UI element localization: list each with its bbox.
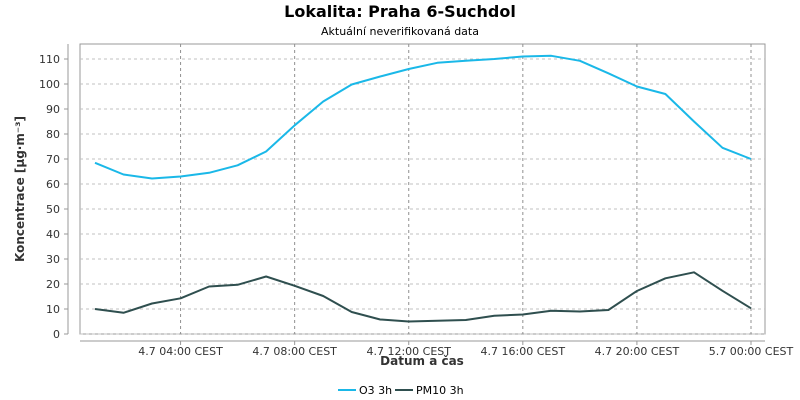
plot-area <box>79 43 766 335</box>
x-tick-label-2: 4.7 12:00 CEST <box>366 345 451 358</box>
y-tick-label-100: 100 <box>39 78 60 91</box>
y-tick-label-50: 50 <box>46 203 60 216</box>
y-tick-label-60: 60 <box>46 178 60 191</box>
y-tick-label-90: 90 <box>46 103 60 116</box>
legend-label-pm10: PM10 3h <box>416 384 464 397</box>
x-axis-label: Datum a čas <box>380 354 464 368</box>
legend: O3 3h PM10 3h <box>338 384 464 397</box>
y-tick-label-70: 70 <box>46 153 60 166</box>
horizontal-gridlines <box>80 58 765 335</box>
series-layer <box>94 54 752 323</box>
y-axis-label: Koncentrace [µg·m⁻³] <box>13 116 27 262</box>
y-tick-label-110: 110 <box>39 53 60 66</box>
x-axis-ticks: 4.7 04:00 CEST 4.7 08:00 CEST 4.7 12:00 CE… <box>138 341 794 358</box>
x-tick-label-1: 4.7 08:00 CEST <box>252 345 337 358</box>
series-line-1 <box>94 271 752 323</box>
y-axis-ticks: 0 10 20 30 40 50 60 70 80 90 100 110 <box>39 53 68 341</box>
y-tick-label-20: 20 <box>46 278 60 291</box>
y-tick-label-30: 30 <box>46 253 60 266</box>
y-tick-label-40: 40 <box>46 228 60 241</box>
chart-title: Lokalita: Praha 6-Suchdol <box>284 2 516 21</box>
chart-subtitle: Aktuální neverifikovaná data <box>321 25 479 38</box>
y-tick-label-10: 10 <box>46 303 60 316</box>
series-line-0 <box>94 54 752 180</box>
x-tick-label-4: 4.7 20:00 CEST <box>595 345 680 358</box>
legend-label-o3: O3 3h <box>359 384 392 397</box>
x-tick-label-3: 4.7 16:00 CEST <box>481 345 566 358</box>
x-tick-label-5: 5.7 00:00 CEST <box>709 345 794 358</box>
y-tick-label-80: 80 <box>46 128 60 141</box>
x-tick-label-0: 4.7 04:00 CEST <box>138 345 223 358</box>
y-tick-label-0: 0 <box>53 328 60 341</box>
